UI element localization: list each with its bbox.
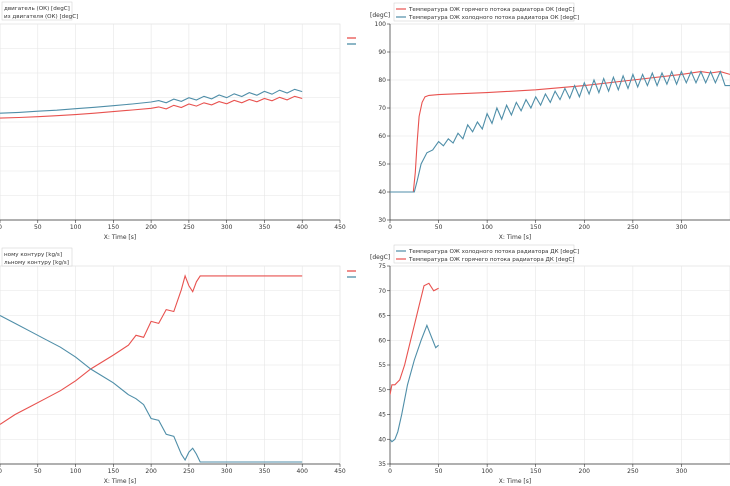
x-tick-label: 200 (579, 224, 591, 231)
x-tick-label: 250 (183, 468, 195, 475)
x-tick-label: 200 (145, 224, 157, 231)
x-tick-label: 400 (296, 224, 308, 231)
x-tick-label: 300 (676, 224, 688, 231)
legend-box (1, 247, 73, 267)
chart-panel-1: 0 50 100 150 200 250 300 350 400 450 X: Time [s] дв… (0, 1, 356, 241)
x-tick-label: 300 (676, 468, 688, 475)
x-tick-label: 0 (0, 224, 2, 231)
y-tick-label: 65 (378, 313, 386, 320)
x-tick-label: 150 (108, 468, 120, 475)
chart-panel-4: 0 50 100 150 200 250 300 35 40 45 50 55 60 65 70 75 X: T… (370, 244, 730, 485)
chart-panel-3: 0 50 100 150 200 250 300 350 400 450 X: Time [s] но… (0, 247, 356, 485)
y-tick-label: 75 (378, 263, 386, 270)
legend-box (393, 2, 575, 22)
x-tick-label: 350 (259, 224, 271, 231)
x-tick-label: 350 (259, 468, 271, 475)
series-line-red (390, 282, 439, 395)
y-tick-label: 35 (378, 461, 386, 468)
legend-entry: Температура ОЖ холодного потока радиатор… (408, 249, 579, 255)
x-tick-label: 400 (296, 468, 308, 475)
y-tick-label: 45 (378, 412, 386, 419)
x-tick-label: 50 (435, 468, 443, 475)
y-tick-label: 80 (378, 77, 386, 84)
x-axis-label: X: Time [s] (499, 234, 531, 241)
series-line-blue (390, 323, 439, 443)
x-tick-label: 0 (0, 468, 2, 475)
x-tick-label: 150 (530, 468, 542, 475)
y-tick-label: 70 (378, 105, 386, 112)
y-tick-label: 50 (378, 161, 386, 168)
legend-entry: из двигателя (ОК) [degC] (4, 14, 78, 20)
series-line-blue (0, 88, 303, 114)
y-tick-label: 90 (378, 49, 386, 56)
legend-entry: ному контуру [kg/s] (4, 252, 62, 258)
x-tick-label: 150 (108, 224, 120, 231)
series-line-red (390, 71, 730, 193)
y-tick-label: 60 (378, 337, 386, 344)
y-axis-label: [degC] (370, 12, 390, 19)
x-tick-label: 200 (145, 468, 157, 475)
x-axis-label: X: Time [s] (104, 234, 136, 241)
y-tick-label: 40 (378, 436, 386, 443)
x-axis-label: X: Time [s] (499, 478, 531, 485)
x-tick-label: 200 (579, 468, 591, 475)
x-tick-label: 50 (34, 468, 42, 475)
y-tick-label: 70 (378, 288, 386, 295)
chart-panel-2: 0 50 100 150 200 250 300 30 40 50 60 70 80 90 100 X: Ti… (370, 2, 730, 241)
x-tick-label: 50 (435, 224, 443, 231)
y-tick-label: 40 (378, 189, 386, 196)
x-tick-label: 450 (334, 224, 346, 231)
x-tick-label: 100 (70, 468, 82, 475)
x-tick-label: 100 (481, 224, 493, 231)
y-tick-label: 50 (378, 387, 386, 394)
x-tick-label: 300 (221, 468, 233, 475)
legend-box (1, 1, 73, 21)
x-tick-label: 250 (627, 224, 639, 231)
x-tick-label: 250 (183, 224, 195, 231)
y-tick-label: 55 (378, 362, 386, 369)
series-line-red (0, 95, 303, 119)
plot-area (389, 23, 730, 221)
x-tick-label: 300 (221, 224, 233, 231)
x-tick-label: 100 (70, 224, 82, 231)
y-tick-label: 100 (375, 21, 387, 28)
legend-box (393, 244, 575, 264)
y-tick-label: 60 (378, 133, 386, 140)
x-tick-label: 450 (334, 468, 346, 475)
legend-entry: Температура ОЖ холодного потока радиатор… (408, 15, 579, 21)
legend-entry: двигатель (ОК) [degC] (4, 6, 70, 12)
x-tick-label: 150 (530, 224, 542, 231)
legend-entry: льному контуру [kg/s] (4, 260, 69, 266)
y-axis-label: [degC] (370, 254, 390, 261)
legend-entry: Температура ОЖ горячего потока радиатора… (408, 257, 574, 263)
x-tick-label: 100 (481, 468, 493, 475)
series-line-red (0, 274, 303, 425)
x-tick-label: 0 (388, 224, 392, 231)
x-tick-label: 250 (627, 468, 639, 475)
legend-entry: Температура ОЖ горячего потока радиатора… (408, 7, 575, 13)
x-axis-label: X: Time [s] (104, 478, 136, 485)
series-line-blue (0, 315, 303, 463)
y-tick-label: 30 (378, 217, 386, 224)
x-tick-label: 50 (34, 224, 42, 231)
x-tick-label: 0 (388, 468, 392, 475)
series-line-blue (390, 70, 730, 193)
